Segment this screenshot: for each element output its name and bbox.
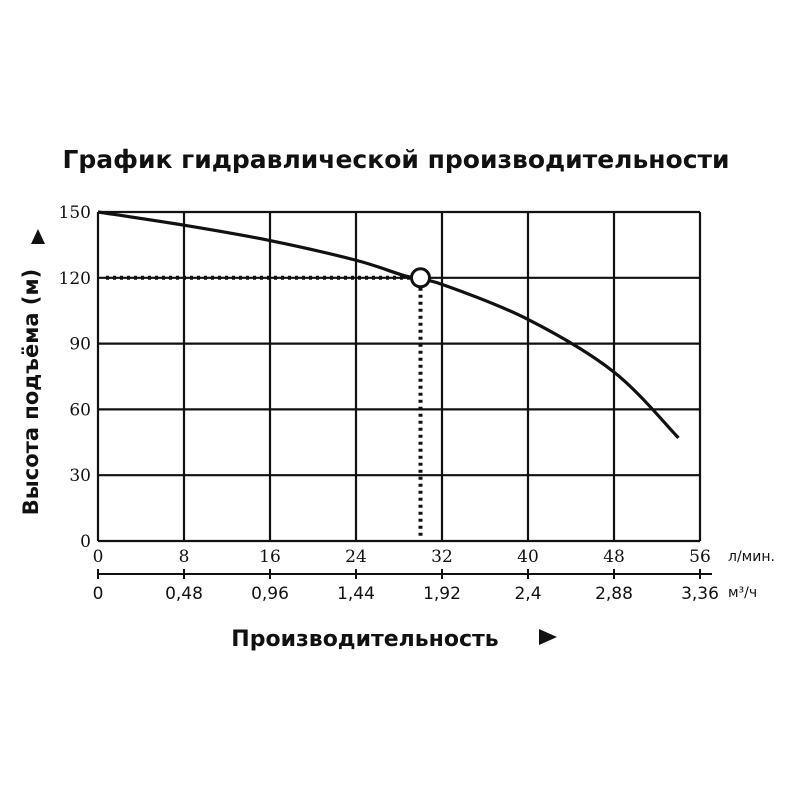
x-tick-label: 0: [93, 547, 104, 567]
x-tick-label: 32: [431, 547, 453, 567]
x-tick-label: 24: [345, 547, 367, 567]
curve-layer: [97, 210, 680, 539]
x-tick-label: 16: [259, 547, 281, 567]
x-axis-arrow-icon: [539, 629, 557, 645]
secondary-tick-label: 0,96: [251, 584, 289, 604]
x-axis-label: Производительность: [231, 627, 498, 652]
y-axis-arrow-icon: [31, 229, 45, 244]
secondary-tick-label: 1,92: [423, 584, 461, 604]
x-ticks: 0 8 16 24 32 40 48 56: [93, 547, 711, 567]
operating-point-marker: [410, 267, 431, 289]
secondary-tick-label: 2,88: [595, 584, 633, 604]
secondary-tick-label: 0: [93, 584, 104, 604]
y-tick-label: 0: [80, 532, 91, 552]
x-tick-label: 8: [179, 547, 190, 567]
x2-unit-label: м³/ч: [728, 585, 757, 601]
y-tick-label: 30: [69, 466, 91, 486]
secondary-tick-label: 2,4: [514, 584, 541, 604]
y-axis-label: Высота подъёма (м): [19, 269, 43, 515]
y-tick-label: 150: [59, 203, 91, 223]
y-tick-label: 90: [69, 335, 91, 355]
performance-curve: [97, 210, 680, 440]
x-tick-label: 40: [517, 547, 539, 567]
secondary-tick-label: 3,36: [681, 584, 719, 604]
secondary-tick-label: 1,44: [337, 584, 375, 604]
secondary-tick-label: 0,48: [165, 584, 203, 604]
y-tick-label: 120: [59, 269, 91, 289]
grid: [96, 210, 702, 543]
y-ticks: 0 30 60 90 120 150: [59, 203, 91, 552]
x-tick-label: 48: [603, 547, 625, 567]
y-tick-label: 60: [69, 400, 91, 420]
x-unit-label: л/мин.: [728, 549, 775, 565]
x-tick-label: 56: [689, 547, 711, 567]
secondary-x-axis: 0 0,48 0,96 1,44 1,92 2,4 2,88 3,36: [93, 569, 719, 604]
chart-title: График гидравлической производительности: [62, 145, 729, 174]
